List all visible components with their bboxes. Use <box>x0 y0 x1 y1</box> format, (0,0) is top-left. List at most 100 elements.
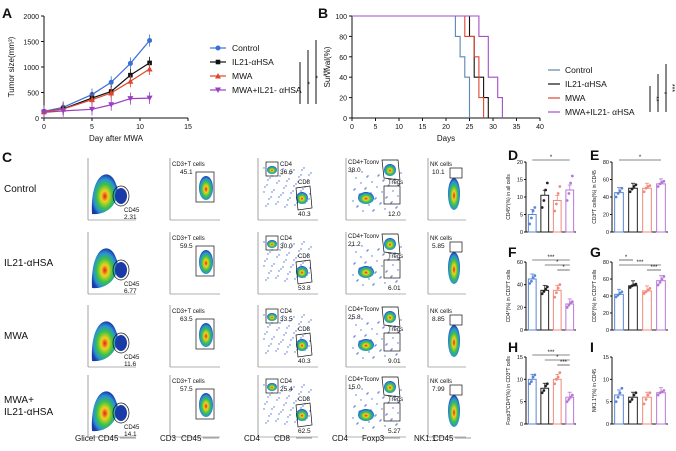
flow-dot <box>377 249 379 251</box>
flow-dot <box>263 241 265 243</box>
H-point <box>565 400 569 404</box>
flow-dot <box>293 386 295 388</box>
flow-dot <box>263 191 265 193</box>
flow-dot <box>308 198 310 200</box>
flow-dot <box>264 260 266 262</box>
flow-gate-value: 36.6 <box>280 169 293 176</box>
a-point <box>108 79 114 85</box>
flow-dot <box>263 338 265 340</box>
I-point <box>620 386 624 390</box>
a-sig-label: * <box>311 76 318 79</box>
flow-dot <box>380 276 382 278</box>
flow-dot <box>364 262 366 264</box>
flow-dot <box>379 203 381 205</box>
flow-dot <box>376 260 378 262</box>
G-point <box>618 292 622 295</box>
flow-density-cloud <box>296 192 308 204</box>
flow-gate <box>449 167 463 179</box>
flow-dot <box>286 421 288 423</box>
flow-gate <box>381 159 401 181</box>
flow-gate-value: 38.0 <box>348 167 361 174</box>
flow-dot <box>285 259 287 261</box>
flow-dot <box>380 202 382 204</box>
E-point <box>614 195 618 199</box>
flow-dot <box>352 417 354 419</box>
flow-dot <box>400 172 402 174</box>
flow-gate <box>195 388 215 420</box>
a-point <box>147 37 153 43</box>
flow-dot <box>281 247 283 249</box>
flow-x-axis-label: CD8 <box>274 434 291 443</box>
F-point <box>567 303 571 307</box>
flow-dot <box>372 427 374 429</box>
b-sig-label: * <box>660 92 667 95</box>
flow-dot <box>279 175 281 177</box>
flow-dot <box>377 175 379 177</box>
D-point <box>544 188 548 192</box>
flow-dot <box>385 271 387 273</box>
flow-dot <box>361 388 363 390</box>
G-point <box>646 288 650 292</box>
flow-dot <box>391 348 393 350</box>
F-ytick-label: 40 <box>517 283 523 289</box>
flow-dot <box>354 262 356 264</box>
flow-dot <box>279 249 281 251</box>
flow-dot <box>374 272 376 274</box>
flow-dot <box>284 353 286 355</box>
flow-gate-name: CD4 <box>280 162 293 168</box>
a-point <box>146 95 153 102</box>
flow-dot <box>374 198 376 200</box>
flow-density-cloud <box>199 176 213 200</box>
flow-dot <box>351 388 353 390</box>
flow-dot <box>354 405 356 407</box>
flow-gate-name: CD8 <box>298 254 311 260</box>
flow-density-cloud <box>115 262 127 278</box>
a-legend-label: MWA <box>232 71 253 81</box>
flow-dot <box>266 184 268 186</box>
flow-dot <box>295 330 297 332</box>
flow-gate <box>295 332 313 358</box>
flow-gate-name: CD45 <box>124 208 140 214</box>
flow-dot <box>283 261 285 263</box>
flow-dot <box>284 280 286 282</box>
flow-density-cloud <box>448 252 460 284</box>
flow-dot <box>397 342 399 344</box>
flow-dot <box>308 272 310 274</box>
b-ylabel: Survival(%) <box>323 46 332 87</box>
flow-gate-name: CD4 <box>280 379 293 385</box>
F-sig-label: * <box>562 265 565 271</box>
flow-dot <box>271 338 273 340</box>
I-point <box>618 391 622 395</box>
flow-dot <box>356 206 358 208</box>
flow-gate-value: 33.5 <box>280 316 293 323</box>
flow-dot <box>362 357 364 359</box>
a-legend-marker <box>215 87 221 93</box>
b-ytick-label: 100 <box>335 14 347 21</box>
flow-dot <box>271 408 273 410</box>
a-xlabel: Day after MWA <box>89 134 144 143</box>
flow-dot <box>385 414 387 416</box>
flow-gate <box>112 402 130 424</box>
E-point <box>656 185 660 188</box>
flow-dot <box>286 204 288 206</box>
flow-dot <box>383 179 385 181</box>
F-bar-0 <box>527 278 537 331</box>
a-point <box>108 90 115 96</box>
flow-dot <box>376 186 378 188</box>
flow-gate-value: 63.5 <box>180 316 193 323</box>
flow-dot <box>384 425 386 427</box>
G-ytick-label: 80 <box>603 260 609 266</box>
flow-dot <box>282 339 284 341</box>
G-point <box>620 290 624 294</box>
flow-dot <box>282 168 284 170</box>
panel-label-C: C <box>2 149 12 165</box>
flow-gate-name: NK cells <box>430 162 452 168</box>
flow-dot <box>386 270 388 272</box>
flow-dot <box>301 316 303 318</box>
I-point <box>644 398 648 401</box>
flow-dot <box>381 265 383 267</box>
flow-dot <box>295 257 297 259</box>
flow-dot <box>355 251 357 253</box>
flow-dot <box>268 198 270 200</box>
flow-dot <box>277 348 279 350</box>
